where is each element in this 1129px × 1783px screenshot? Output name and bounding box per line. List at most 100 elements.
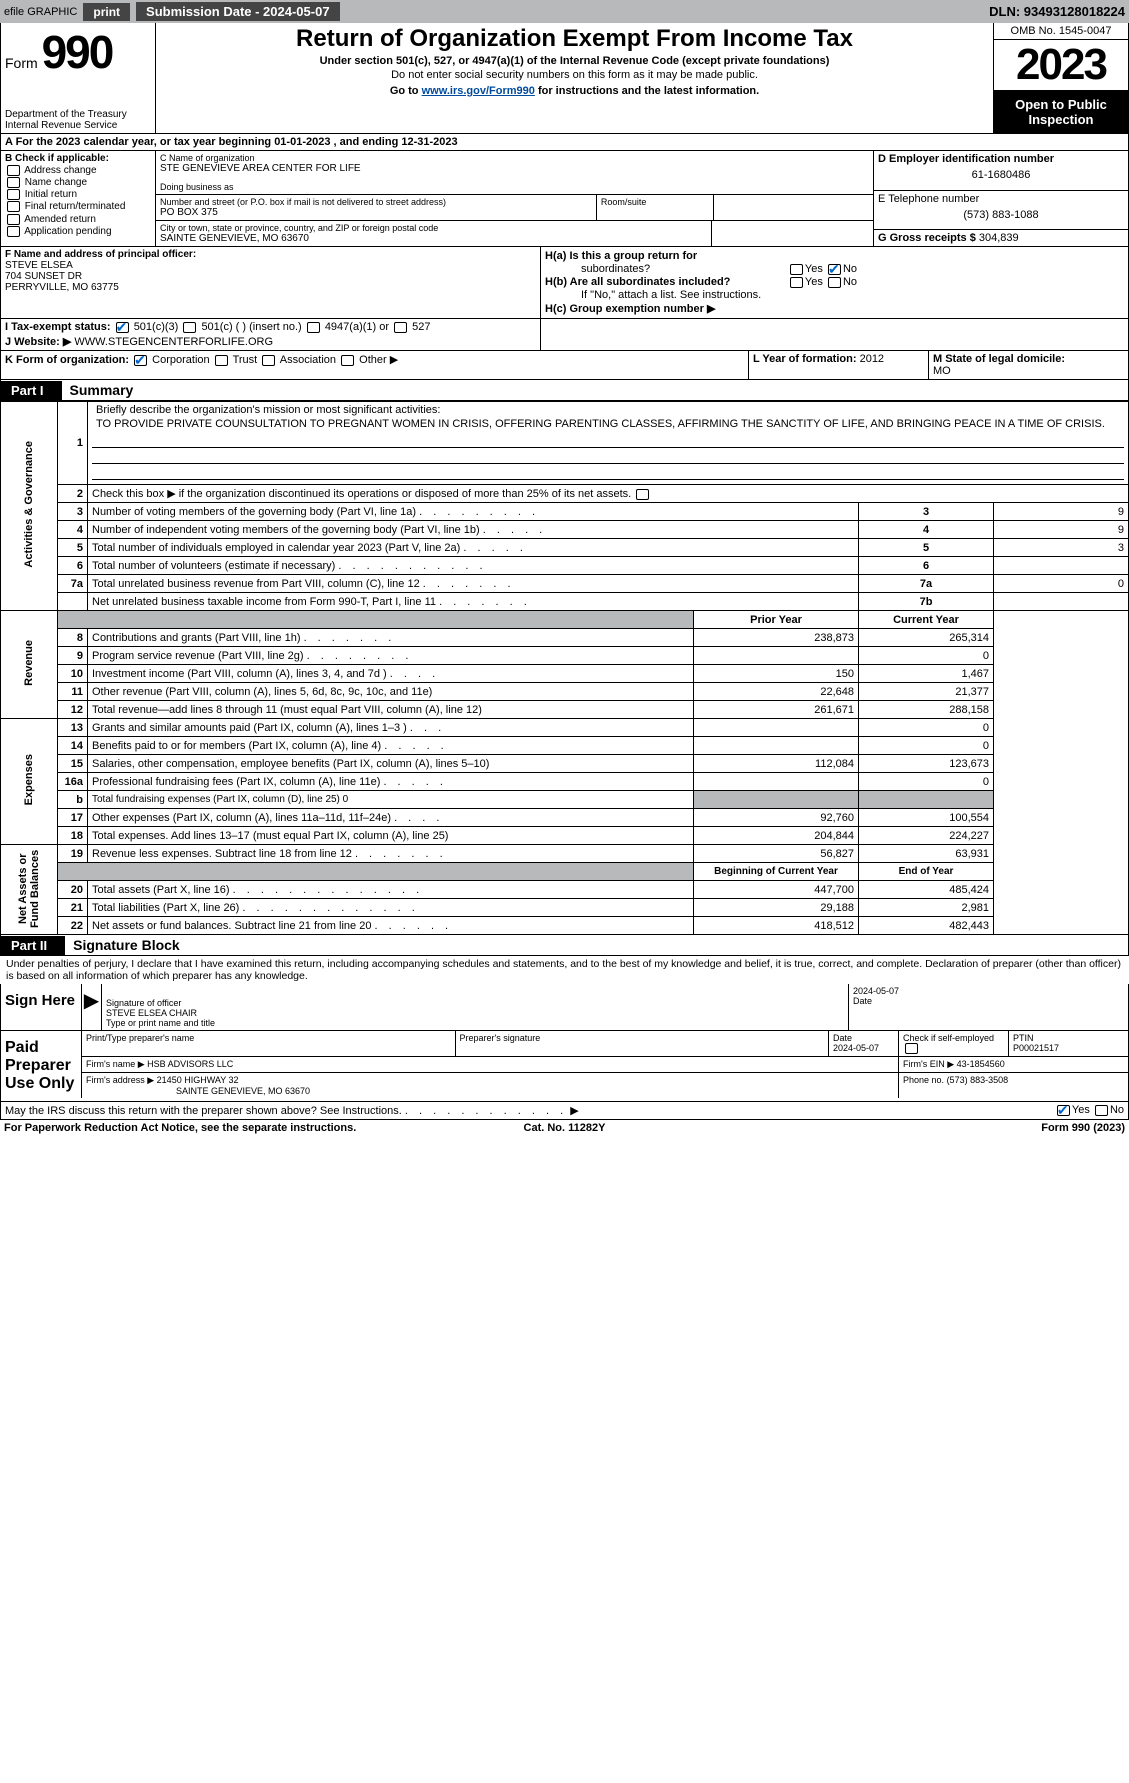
chk-527[interactable] xyxy=(394,322,407,333)
r19-p: 56,827 xyxy=(694,845,859,863)
chk-discontinued[interactable] xyxy=(636,489,649,500)
chk-amended[interactable]: Amended return xyxy=(5,214,151,225)
chk-name-change[interactable]: Name change xyxy=(5,177,151,188)
side-revenue: Revenue xyxy=(23,640,35,686)
r11-c: 21,377 xyxy=(859,683,994,701)
val-4: 9 xyxy=(994,521,1129,539)
part-1-bar: Part I Summary xyxy=(0,380,1129,401)
dln-label: DLN: 93493128018224 xyxy=(989,4,1125,19)
r14-c: 0 xyxy=(859,737,994,755)
form-number: Form 990 xyxy=(5,25,151,79)
hb-yes[interactable] xyxy=(790,277,803,288)
pp-date-label: Date xyxy=(833,1033,852,1043)
r10-c: 1,467 xyxy=(859,665,994,683)
pp-date: 2024-05-07 xyxy=(833,1043,879,1053)
officer-printed: STEVE ELSEA CHAIR xyxy=(106,1008,844,1018)
h-a-sub: subordinates? Yes No xyxy=(545,263,857,275)
firm-addr2: SAINTE GENEVIEVE, MO 63670 xyxy=(86,1086,310,1096)
r17-c: 100,554 xyxy=(859,809,994,827)
r12-p: 261,671 xyxy=(694,701,859,719)
form-org-row: K Form of organization: Corporation Trus… xyxy=(0,351,1129,380)
efile-label: efile GRAPHIC xyxy=(4,6,77,18)
r16a-c: 0 xyxy=(859,773,994,791)
omb-number: OMB No. 1545-0047 xyxy=(994,23,1128,40)
r18-c: 224,227 xyxy=(859,827,994,845)
r19-c: 63,931 xyxy=(859,845,994,863)
chk-trust[interactable] xyxy=(215,355,228,366)
r15-p: 112,084 xyxy=(694,755,859,773)
hdr-prior-year: Prior Year xyxy=(694,611,859,629)
public-inspection: Open to PublicInspection xyxy=(994,91,1128,133)
mission-text: TO PROVIDE PRIVATE COUNSULTATION TO PREG… xyxy=(92,418,1124,432)
print-button[interactable]: print xyxy=(83,3,130,21)
type-print-label: Type or print name and title xyxy=(106,1018,844,1028)
line-a: A For the 2023 calendar year, or tax yea… xyxy=(0,134,1129,151)
chk-corp[interactable] xyxy=(134,355,147,366)
irs-link[interactable]: www.irs.gov/Form990 xyxy=(422,85,535,97)
h-a-line: H(a) Is this a group return for xyxy=(545,250,857,262)
irs-label: Internal Revenue Service xyxy=(5,120,151,131)
ptin-value: P00021517 xyxy=(1013,1043,1059,1053)
val-7b xyxy=(994,593,1129,611)
chk-self-employed[interactable] xyxy=(905,1043,918,1054)
chk-501c[interactable] xyxy=(183,322,196,333)
chk-initial-return[interactable]: Initial return xyxy=(5,189,151,200)
hdr-beg-year: Beginning of Current Year xyxy=(694,863,859,881)
perjury-declaration: Under penalties of perjury, I declare th… xyxy=(0,956,1129,984)
form-subtitle-2: Do not enter social security numbers on … xyxy=(160,69,989,81)
chk-other[interactable] xyxy=(341,355,354,366)
ha-yes[interactable] xyxy=(790,264,803,275)
discuss-no[interactable] xyxy=(1095,1105,1108,1116)
footer-left: For Paperwork Reduction Act Notice, see … xyxy=(4,1122,378,1134)
form-header: Form 990 Department of the Treasury Inte… xyxy=(0,23,1129,134)
org-name: STE GENEVIEVE AREA CENTER FOR LIFE xyxy=(160,163,869,174)
phone-value: (573) 883-1088 xyxy=(878,209,1124,221)
ha-no[interactable] xyxy=(828,264,841,275)
chk-final-return[interactable]: Final return/terminated xyxy=(5,201,151,212)
form-title: Return of Organization Exempt From Incom… xyxy=(160,25,989,53)
r8-c: 265,314 xyxy=(859,629,994,647)
year-formation: 2012 xyxy=(860,353,884,365)
side-netassets: Net Assets or Fund Balances xyxy=(17,846,41,931)
chk-assoc[interactable] xyxy=(262,355,275,366)
footer-center: Cat. No. 11282Y xyxy=(378,1122,752,1134)
r13-c: 0 xyxy=(859,719,994,737)
hdr-current-year: Current Year xyxy=(859,611,994,629)
page-footer: For Paperwork Reduction Act Notice, see … xyxy=(0,1120,1129,1136)
h-c-line: H(c) Group exemption number ▶ xyxy=(545,302,857,315)
pp-name-label: Print/Type preparer's name xyxy=(86,1033,194,1043)
officer-addr1: 704 SUNSET DR xyxy=(5,271,536,282)
state-domicile: MO xyxy=(933,365,951,377)
chk-app-pending[interactable]: Application pending xyxy=(5,226,151,237)
sign-date: 2024-05-07 xyxy=(853,986,1124,996)
addr-label: Number and street (or P.O. box if mail i… xyxy=(160,197,592,207)
top-bar: efile GRAPHIC print Submission Date - 20… xyxy=(0,0,1129,23)
h-b-line: H(b) Are all subordinates included? Yes … xyxy=(545,276,857,288)
pp-sig-label: Preparer's signature xyxy=(460,1033,541,1043)
firm-ein: 43-1854560 xyxy=(957,1059,1005,1069)
val-3: 9 xyxy=(994,503,1129,521)
r22-p: 418,512 xyxy=(694,917,859,935)
hdr-end-year: End of Year xyxy=(859,863,994,881)
val-5: 3 xyxy=(994,539,1129,557)
chk-501c3[interactable] xyxy=(116,322,129,333)
chk-address-change[interactable]: Address change xyxy=(5,165,151,176)
form-subtitle-1: Under section 501(c), 527, or 4947(a)(1)… xyxy=(160,55,989,67)
r12-c: 288,158 xyxy=(859,701,994,719)
r10-p: 150 xyxy=(694,665,859,683)
city-label: City or town, state or province, country… xyxy=(160,223,707,233)
dept-label: Department of the Treasury xyxy=(5,109,151,120)
chk-4947[interactable] xyxy=(307,322,320,333)
discuss-yes[interactable] xyxy=(1057,1105,1070,1116)
r13-p xyxy=(694,719,859,737)
r8-p: 238,873 xyxy=(694,629,859,647)
line-2: Check this box ▶ if the organization dis… xyxy=(88,485,1129,503)
box-f-label: F Name and address of principal officer: xyxy=(5,249,536,260)
r9-p xyxy=(694,647,859,665)
hb-no[interactable] xyxy=(828,277,841,288)
r22-c: 482,443 xyxy=(859,917,994,935)
part-2-hdr: Part II xyxy=(1,936,65,955)
arrow-icon: ▶ xyxy=(81,984,101,1030)
submission-date: Submission Date - 2024-05-07 xyxy=(136,2,340,21)
sign-here-block: Sign Here ▶ Signature of officer STEVE E… xyxy=(0,984,1129,1031)
